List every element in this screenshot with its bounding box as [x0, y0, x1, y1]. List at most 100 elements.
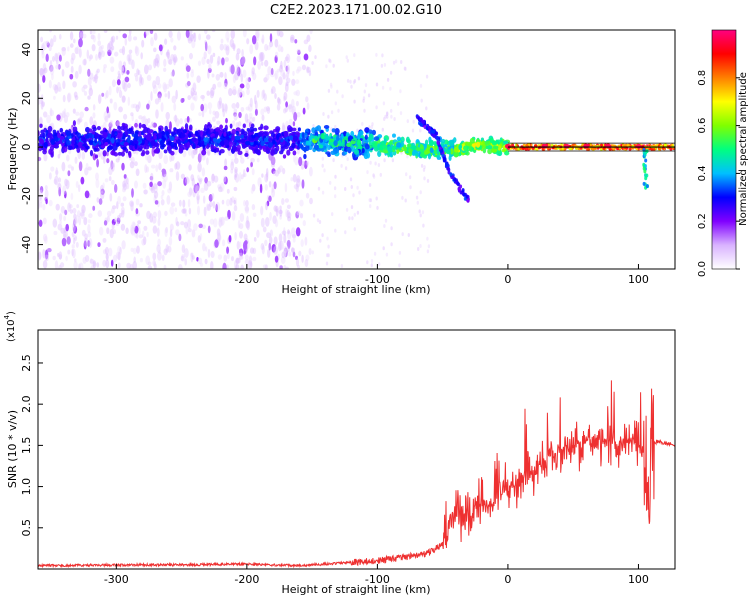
spectrogram-cell: [270, 156, 276, 166]
spectrogram-cell: [191, 137, 197, 143]
x-tick-label: -300: [104, 573, 129, 586]
spectrogram-cell: [435, 135, 439, 140]
spectrogram-cell: [255, 144, 259, 149]
spectrogram-cell: [204, 41, 208, 52]
spectrogram-cell: [261, 245, 265, 255]
spectrogram-cell: [146, 134, 151, 141]
spectrogram-cell: [134, 72, 138, 77]
spectrogram-cell: [74, 70, 79, 79]
spectrogram-cell: [46, 42, 50, 48]
spectrogram-cell: [242, 69, 247, 78]
spectrogram-cell: [190, 174, 195, 182]
spectrogram-cell: [247, 103, 253, 112]
spectrogram-cell: [124, 76, 130, 83]
spectrogram-y-label: Frequency (Hz): [6, 108, 19, 191]
spectrogram-cell: [304, 258, 309, 268]
spectrogram-cell: [393, 117, 396, 121]
spectrogram-cell: [383, 117, 386, 121]
spectrogram-cell: [475, 141, 481, 148]
spectrogram-cell: [242, 123, 246, 129]
spectrogram-cell: [372, 174, 376, 179]
spectrogram-cell: [229, 38, 235, 48]
spectrogram-cell: [295, 183, 299, 193]
spectrogram-cell: [283, 227, 286, 237]
spectrogram-cell: [225, 31, 230, 41]
spectrogram-cell: [346, 78, 350, 83]
spectrogram-cell: [157, 181, 162, 187]
spectrogram-cell: [644, 158, 648, 163]
spectrogram-cell: [67, 164, 72, 169]
spectrogram-cell: [52, 218, 58, 228]
spectrogram-cell: [287, 127, 293, 133]
spectrogram-cell: [143, 133, 147, 138]
spectrogram-cell: [89, 84, 93, 91]
spectrogram-cell: [541, 143, 548, 149]
spectrogram-cell: [218, 186, 223, 193]
spectrogram-cell: [152, 122, 158, 128]
spectrogram-cell: [643, 169, 647, 174]
spectrogram-cell: [189, 124, 193, 131]
spectrogram-cell: [223, 131, 227, 137]
spectrogram-cell: [40, 36, 44, 43]
spectrogram-cell: [349, 79, 352, 84]
spectrogram-cell: [266, 232, 271, 239]
spectrogram-cell: [216, 147, 220, 153]
spectrogram-cell: [398, 263, 401, 268]
spectrogram-cell: [290, 177, 294, 182]
spectrogram-cell: [73, 213, 77, 220]
spectrogram-cell: [111, 218, 116, 226]
spectrogram-cell: [197, 205, 200, 216]
spectrogram-cell: [147, 64, 153, 71]
spectrogram-cell: [175, 89, 178, 100]
spectrogram-cell: [173, 102, 177, 111]
spectrogram-cell: [115, 158, 120, 163]
spectrogram-cell: [177, 263, 183, 269]
spectrogram-cell: [171, 95, 177, 104]
spectrogram-cell: [130, 247, 134, 253]
spectrogram-cell: [357, 76, 361, 81]
spectrogram-cell: [89, 30, 93, 35]
spectrogram-cell: [119, 212, 123, 218]
spectrogram-cell: [291, 142, 296, 149]
spectrogram-cell: [219, 140, 225, 147]
spectrogram-cell: [213, 175, 219, 183]
spectrogram-cell: [292, 154, 296, 163]
spectrogram-cell: [195, 130, 199, 137]
spectrogram-cell: [44, 184, 48, 191]
spectrogram-cell: [74, 236, 78, 241]
spectrogram-cell: [171, 69, 175, 77]
spectrogram-cell: [356, 128, 359, 133]
spectrogram-cell: [50, 152, 54, 158]
spectrogram-cell: [190, 33, 194, 42]
spectrogram-cell: [164, 131, 170, 136]
spectrogram-cell: [433, 141, 437, 146]
spectrogram-cell: [143, 189, 148, 195]
spectrogram-cell: [283, 91, 288, 101]
spectrogram-cell: [130, 103, 135, 109]
spectrogram-cell: [78, 141, 83, 148]
snr-y-label: SNR (10 * v/v): [6, 410, 19, 488]
spectrogram-cell: [46, 148, 49, 155]
spectrogram-cell: [193, 96, 196, 101]
spectrogram-cell: [283, 248, 287, 257]
spectrogram-cell: [100, 188, 105, 195]
spectrogram-cell: [270, 149, 276, 156]
spectrogram-cell: [301, 161, 306, 166]
spectrogram-cell: [281, 122, 285, 131]
spectrogram-cell: [184, 212, 188, 217]
y-tick-label: 1.0: [20, 478, 33, 496]
spectrogram-cell: [417, 247, 420, 251]
spectrogram-cell: [43, 141, 48, 149]
spectrogram-cell: [299, 199, 304, 207]
spectrogram-cell: [261, 34, 265, 45]
spectrogram-cell: [63, 190, 67, 199]
spectrogram-cell: [456, 181, 460, 186]
spectrogram-cell: [90, 264, 95, 269]
spectrogram-cell: [96, 158, 100, 168]
spectrogram-cell: [125, 148, 129, 154]
spectrogram-cell: [180, 56, 184, 61]
spectrogram-cell: [231, 196, 235, 203]
spectrogram-cell: [92, 126, 97, 132]
spectrogram-cell: [91, 44, 96, 52]
spectrogram-cell: [69, 31, 74, 41]
